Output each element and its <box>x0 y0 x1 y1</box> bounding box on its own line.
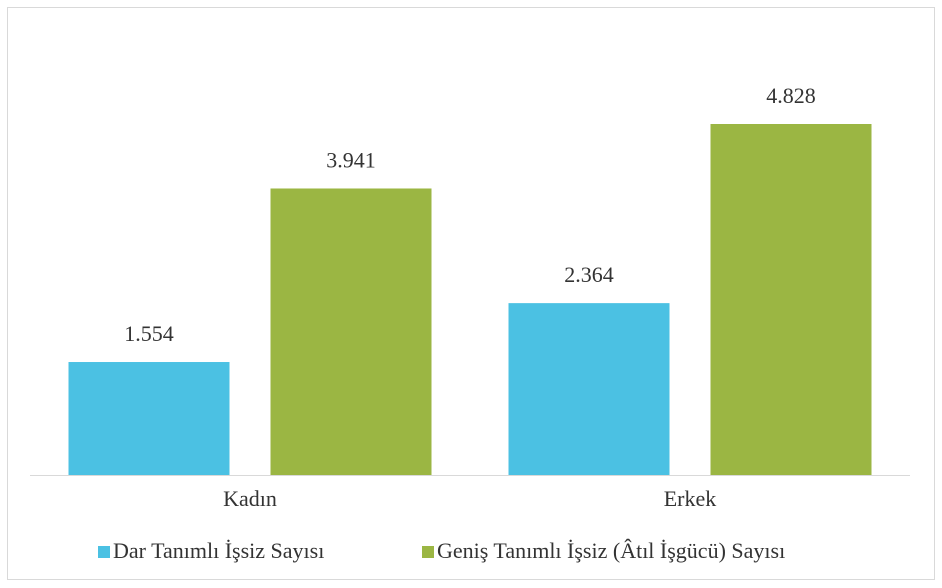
bar <box>508 303 670 475</box>
legend-label: Geniş Tanımlı İşsiz (Âtıl İşgücü) Sayısı <box>437 538 785 563</box>
legend-label: Dar Tanımlı İşsiz Sayısı <box>113 538 324 563</box>
legend-swatch <box>98 546 110 558</box>
bar <box>270 188 432 475</box>
data-label: 2.364 <box>564 262 614 287</box>
data-label: 3.941 <box>326 148 376 173</box>
bar <box>68 362 230 475</box>
bar <box>710 124 872 475</box>
legend-swatch <box>422 546 434 558</box>
data-label: 1.554 <box>124 321 174 346</box>
x-tick-label: Erkek <box>664 486 717 511</box>
data-label: 4.828 <box>766 83 816 108</box>
x-tick-label: Kadın <box>223 486 277 511</box>
